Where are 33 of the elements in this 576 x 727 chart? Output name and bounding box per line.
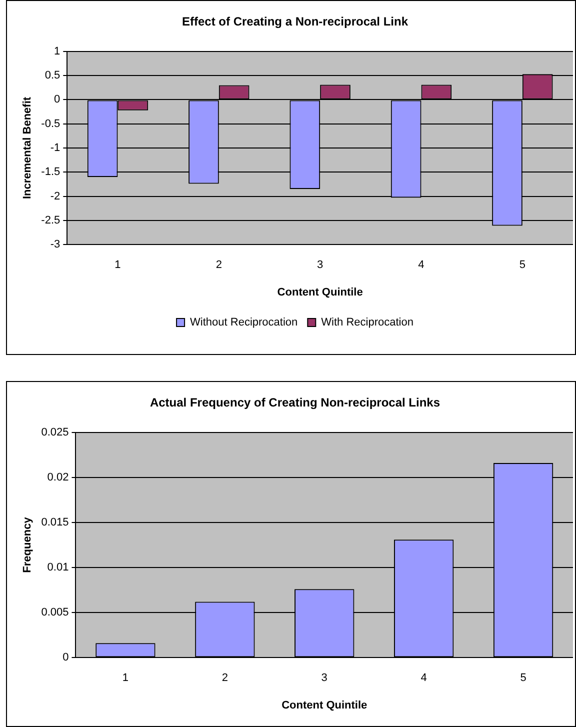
y-axis-title: Incremental Benefit [22,96,34,200]
y-tick-label: -1 [50,142,60,154]
y-tick-label: 0.01 [47,562,69,574]
x-axis-title: Content Quintile [277,286,363,298]
y-tick-label: -2.5 [41,214,60,226]
x-tick-label: 4 [420,672,427,684]
x-tick-label: 5 [519,259,526,272]
x-tick-label: 2 [216,259,222,272]
x-tick-label: 5 [520,672,526,684]
x-tick-label: 2 [222,672,228,684]
chart-title: Effect of Creating a Non-reciprocal Link [182,14,408,29]
y-tick-label: 0.015 [41,516,69,529]
x-tick-label: 3 [321,672,328,684]
legend-label: With Reciprocation [321,316,414,329]
x-tick-label: 3 [317,259,324,272]
y-axis-title: Frequency [22,516,34,573]
legend-label: Without Reciprocation [190,316,298,329]
y-tick-label: 0 [54,94,60,106]
y-tick-label: 1 [54,45,60,58]
y-tick-label: 0.025 [41,426,69,438]
y-tick-label: 0 [62,652,69,664]
x-axis-title: Content Quintile [282,699,368,712]
y-tick-label: -1.5 [41,166,60,178]
y-tick-label: -3 [50,238,60,251]
chart-title: Actual Frequency of Creating Non-reciprocal Links [150,396,440,410]
y-tick-label: 0.005 [41,606,69,619]
x-tick-label: 4 [418,259,424,272]
y-tick-label: -2 [50,190,60,202]
y-tick-label: -0.5 [41,118,60,130]
x-tick-label: 1 [114,259,121,272]
x-tick-label: 1 [122,672,129,684]
y-tick-label: 0.5 [44,70,60,82]
y-tick-label: 0.02 [47,471,69,484]
